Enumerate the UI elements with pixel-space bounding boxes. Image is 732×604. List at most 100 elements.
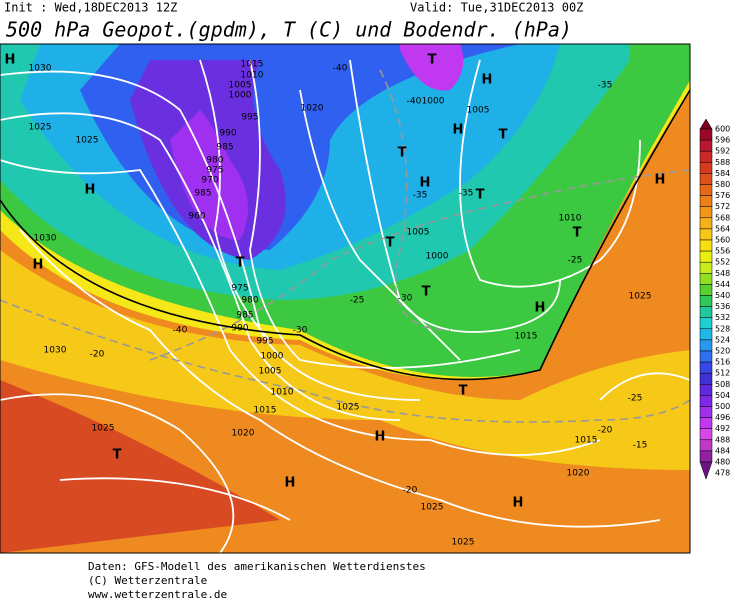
colorbar-swatch: [699, 284, 713, 296]
colorbar-swatch: [699, 406, 713, 418]
map-label: 980: [206, 156, 223, 166]
map-label: -20: [90, 350, 105, 360]
map-label: T: [499, 128, 508, 143]
map-label: 1020: [567, 469, 590, 479]
map-label: H: [375, 430, 386, 445]
map-label: -25: [628, 394, 643, 404]
colorbar-swatch: [699, 118, 713, 130]
map-label: 1005: [407, 228, 430, 238]
colorbar-swatch: [699, 250, 713, 263]
footer-line: (C) Wetterzentrale: [88, 574, 207, 587]
colorbar-swatch: [699, 339, 713, 352]
map-label: -40: [407, 97, 422, 107]
map-label: 985: [194, 189, 211, 199]
map-label: -35: [459, 189, 474, 199]
colorbar-label: 488: [715, 435, 730, 444]
colorbar-swatch: [699, 450, 713, 463]
map-label: 1025: [421, 503, 444, 513]
map-label: 980: [241, 296, 258, 306]
map-label: 1020: [232, 429, 255, 439]
colorbar-label: 492: [715, 424, 730, 433]
map-label: T: [428, 53, 437, 68]
map-label: H: [420, 176, 431, 191]
map-label: 1025: [337, 403, 360, 413]
map-label: H: [453, 123, 464, 138]
colorbar-swatch: [699, 206, 713, 219]
colorbar-swatch: [699, 317, 713, 330]
map-label: 995: [256, 337, 273, 347]
map-label: -40: [173, 326, 188, 336]
colorbar-label: 584: [715, 169, 730, 178]
map-label: H: [85, 183, 96, 198]
colorbar-label: 512: [715, 369, 730, 378]
colorbar-swatch: [699, 384, 713, 396]
map-label: T: [113, 448, 122, 463]
colorbar-label: 572: [715, 202, 730, 211]
map-label: 1015: [241, 60, 264, 70]
map-label: T: [476, 188, 485, 203]
colorbar-swatch: [699, 184, 713, 196]
map-label: -35: [598, 81, 613, 91]
map-label: T: [398, 146, 407, 161]
map-label: T: [573, 226, 582, 241]
map-label: T: [386, 236, 395, 251]
colorbar-label: 596: [715, 136, 730, 145]
map-label: H: [5, 53, 16, 68]
map-title: 500 hPa Geopot.(gpdm), T (C) und Bodendr…: [6, 18, 572, 42]
colorbar-label: 508: [715, 380, 730, 389]
colorbar-swatch: [699, 361, 713, 374]
map-label: 1025: [76, 136, 99, 146]
map-label: 970: [201, 176, 218, 186]
map-label: 1015: [254, 406, 277, 416]
colorbar-label: 592: [715, 147, 730, 156]
colorbar-label: 524: [715, 335, 730, 344]
colorbar-swatch: [699, 372, 713, 385]
colorbar-swatch: [699, 306, 713, 318]
map-label: 1000: [422, 97, 445, 107]
valid-time: Valid: Tue,31DEC2013 00Z: [410, 1, 583, 15]
isotherms: [0, 69, 690, 423]
map-label: 1010: [271, 388, 294, 398]
map-label: 1015: [575, 436, 598, 446]
colorbar-label: 540: [715, 291, 730, 300]
map-label: 1010: [559, 214, 582, 224]
map-label: 1005: [259, 367, 282, 377]
colorbar-label: 500: [715, 402, 730, 411]
map-label: 960: [188, 212, 205, 222]
map-label: 1025: [452, 538, 475, 548]
map-label: 995: [241, 113, 258, 123]
colorbar-swatch: [699, 295, 713, 307]
map-label: H: [482, 73, 493, 88]
colorbar-label: 544: [715, 280, 730, 289]
colorbar-label: 496: [715, 413, 730, 422]
map-label: -25: [568, 256, 583, 266]
map-label: -15: [633, 441, 648, 451]
colorbar-swatch: [699, 195, 713, 207]
colorbar-label: 528: [715, 324, 730, 333]
colorbar-label: 600: [715, 125, 730, 134]
footer-line: www.wetterzentrale.de: [88, 588, 227, 600]
isobars: [0, 59, 690, 553]
colorbar-swatch: [699, 217, 713, 230]
map-label: 1025: [29, 123, 52, 133]
colorbar-swatch: [699, 273, 713, 285]
map-label: -40: [333, 64, 348, 74]
colorbar-swatch: [699, 328, 713, 341]
colorbar-label: 560: [715, 236, 730, 245]
colorbar-label: 536: [715, 302, 730, 311]
colorbar-label: 520: [715, 347, 730, 356]
colorbar-label: 480: [715, 458, 730, 467]
map-label: T: [236, 256, 245, 271]
map-label: T: [422, 285, 431, 300]
colorbar-label: 484: [715, 446, 730, 455]
map-label: 985: [216, 143, 233, 153]
map-label: H: [655, 173, 666, 188]
map-label: 1025: [629, 292, 652, 302]
colorbar-label: 478: [715, 469, 730, 478]
map-label: 975: [206, 166, 223, 176]
colorbar-label: 532: [715, 313, 730, 322]
map-label: 1010: [241, 71, 264, 81]
colorbar-swatch: [699, 150, 713, 163]
map-label: H: [513, 496, 524, 511]
map-label: 1005: [467, 106, 490, 116]
